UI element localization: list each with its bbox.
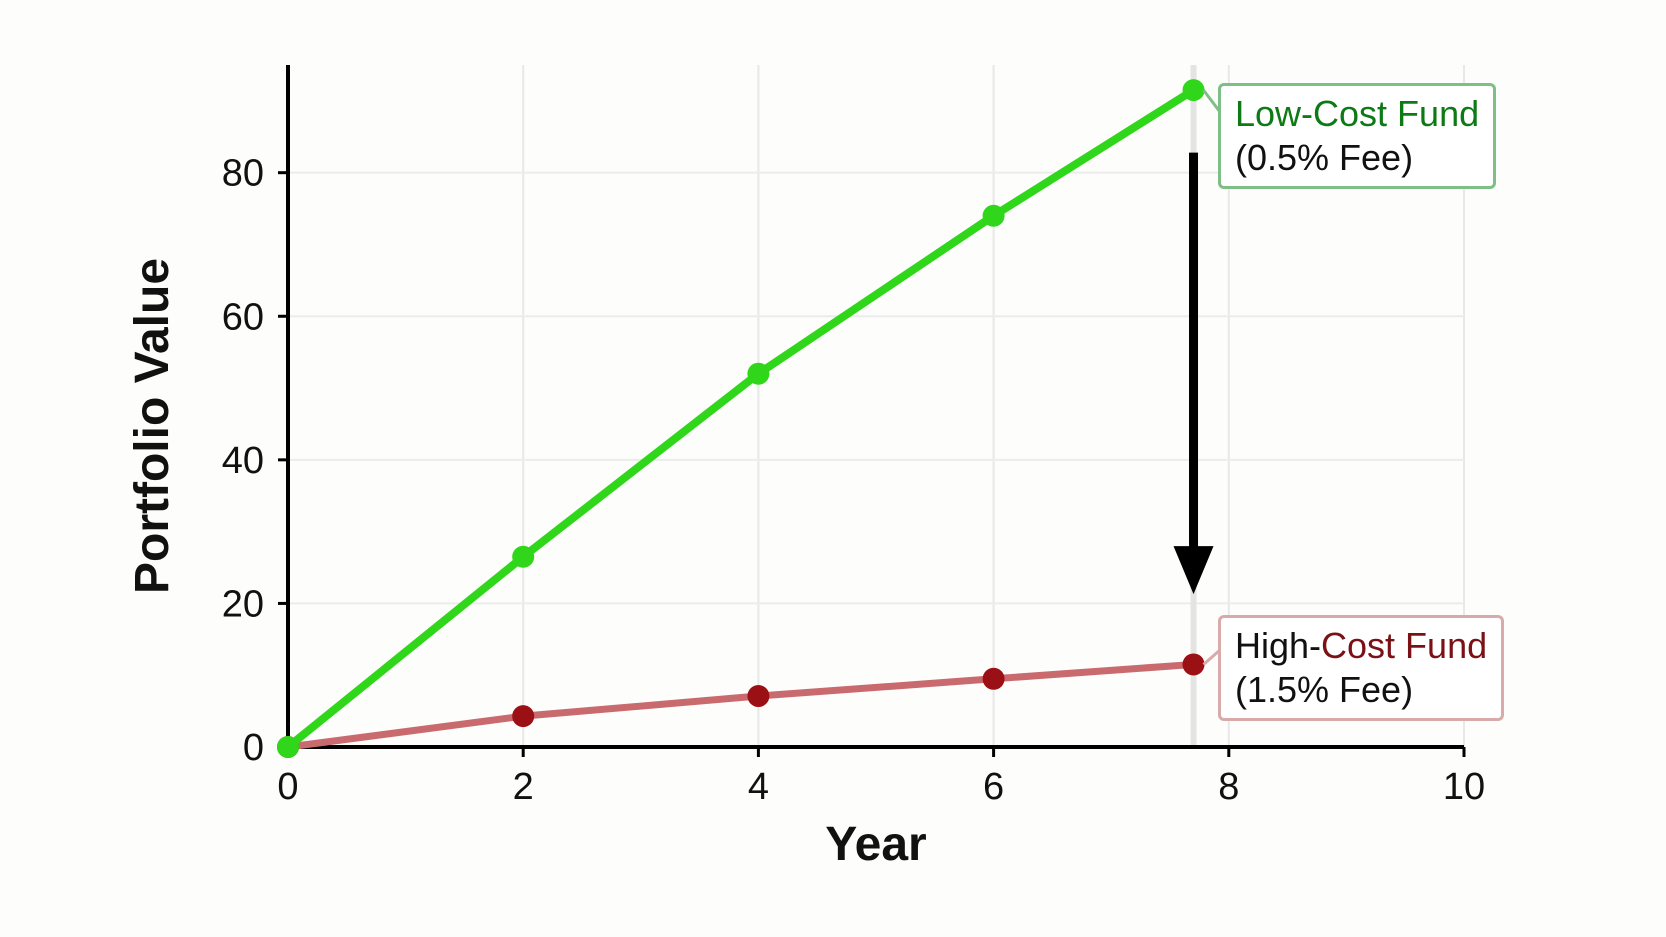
y-tick-label: 80 [222,153,264,195]
data-point-low-cost [277,736,299,758]
y-tick-label: 40 [222,440,264,482]
y-axis-title: Portfolio Value [126,258,179,594]
x-tick-label: 0 [277,766,298,808]
data-point-low-cost [512,545,535,568]
low-cost-fund-label-name: Low-Cost Fund [1235,93,1480,134]
high-cost-fund-label: High-Cost Fund (1.5% Fee) [1218,615,1505,721]
high-cost-fund-label-prefix: High- [1235,625,1322,666]
x-tick-label: 8 [1218,766,1239,808]
y-tick-label: 60 [222,296,264,338]
data-point-high-cost [982,667,1005,690]
data-point-high-cost [1182,653,1205,676]
data-point-low-cost [747,362,770,385]
high-cost-fund-label-name: High-Cost Fund [1235,624,1487,668]
y-tick-label: 0 [243,727,264,769]
data-point-high-cost [512,705,535,728]
x-axis-title: Year [825,818,926,871]
low-cost-fund-label: Low-Cost Fund (0.5% Fee) [1218,83,1497,189]
difference-arrow-head [1173,546,1214,595]
high-cost-fund-label-suffix: Cost Fund [1321,625,1488,666]
series-line-high-cost [284,660,1198,751]
x-tick-label: 2 [513,766,534,808]
x-tick-label: 4 [748,766,769,808]
series-line-low-cost [284,86,1198,751]
data-point-low-cost [1182,79,1205,102]
x-tick-label: 6 [983,766,1004,808]
low-cost-label-connector [1202,89,1222,113]
data-point-low-cost [982,204,1005,227]
y-tick-label: 20 [222,583,264,625]
data-point-high-cost [747,685,770,708]
high-cost-label-connector [1202,648,1221,666]
low-cost-fund-label-fee: (0.5% Fee) [1235,137,1414,178]
high-cost-fund-label-fee: (1.5% Fee) [1235,669,1414,710]
x-tick-label: 10 [1443,766,1485,808]
